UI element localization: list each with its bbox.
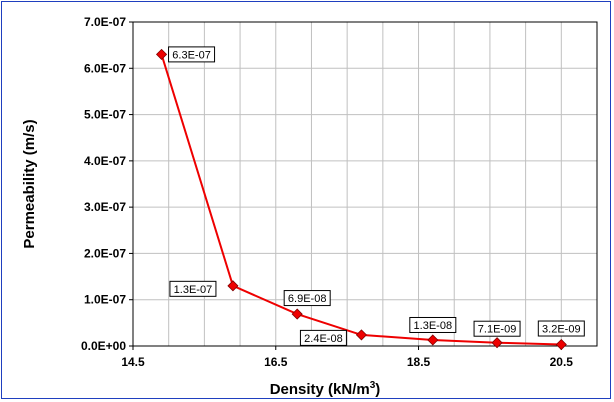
y-tick-label: 0.0E+00 bbox=[81, 339, 126, 353]
data-label-box bbox=[283, 290, 331, 307]
y-tick-label: 4.0E-07 bbox=[84, 154, 126, 168]
data-point-marker bbox=[355, 329, 367, 341]
data-label: 1.3E-07 bbox=[174, 284, 213, 296]
x-tick-label: 14.5 bbox=[121, 355, 145, 369]
y-tick-label: 3.0E-07 bbox=[84, 200, 126, 214]
data-label: 1.3E-08 bbox=[414, 320, 453, 332]
x-axis-ticks: 14.5 16.5 18.5 20.5 bbox=[121, 346, 573, 369]
x-axis-title-end: ) bbox=[375, 381, 380, 398]
x-axis-title: Density (kN/m3) bbox=[270, 380, 381, 398]
data-point-marker bbox=[491, 337, 503, 349]
y-tick-label: 2.0E-07 bbox=[84, 246, 126, 260]
data-point-marker bbox=[155, 48, 168, 60]
y-tick-label: 6.0E-07 bbox=[84, 61, 126, 75]
data-label: 6.9E-08 bbox=[288, 293, 327, 305]
data-label-box bbox=[409, 316, 457, 333]
y-tick-label: 1.0E-07 bbox=[84, 293, 126, 307]
x-axis-title-sup: 3 bbox=[370, 380, 376, 391]
data-label: 3.2E-09 bbox=[542, 324, 581, 336]
x-tick-label: 16.5 bbox=[264, 355, 288, 369]
x-tick-label: 20.5 bbox=[550, 355, 574, 369]
grid bbox=[133, 22, 597, 346]
x-axis-title-text: Density (kN/m bbox=[270, 381, 370, 398]
data-point-marker bbox=[427, 334, 439, 346]
data-point-marker bbox=[555, 338, 567, 351]
data-point-marker bbox=[227, 280, 239, 292]
data-point-marker bbox=[291, 308, 303, 320]
x-tick-label: 18.5 bbox=[407, 355, 431, 369]
data-label-box bbox=[299, 329, 347, 346]
y-axis-ticks: 0.0E+00 1.0E-07 2.0E-07 3.0E-07 4.0E-07 5.0E-… bbox=[81, 15, 133, 353]
series-line bbox=[160, 54, 562, 346]
data-label: 6.3E-07 bbox=[172, 49, 211, 61]
data-label: 7.1E-09 bbox=[478, 324, 517, 336]
data-label-box bbox=[169, 280, 217, 297]
y-tick-label: 5.0E-07 bbox=[84, 108, 126, 122]
y-axis-title: Permeability (m/s) bbox=[21, 119, 38, 248]
plot-area bbox=[132, 21, 598, 347]
data-label-box bbox=[168, 46, 216, 63]
data-labels: 6.3E-07 1.3E-07 6.9E-08 2.4E-08 1.3E-08 7.1E-… bbox=[168, 46, 585, 346]
y-tick-label: 7.0E-07 bbox=[84, 15, 126, 29]
data-label: 2.4E-08 bbox=[304, 333, 343, 345]
series bbox=[155, 48, 567, 351]
data-label-box bbox=[473, 320, 521, 337]
data-label-box bbox=[537, 320, 585, 337]
